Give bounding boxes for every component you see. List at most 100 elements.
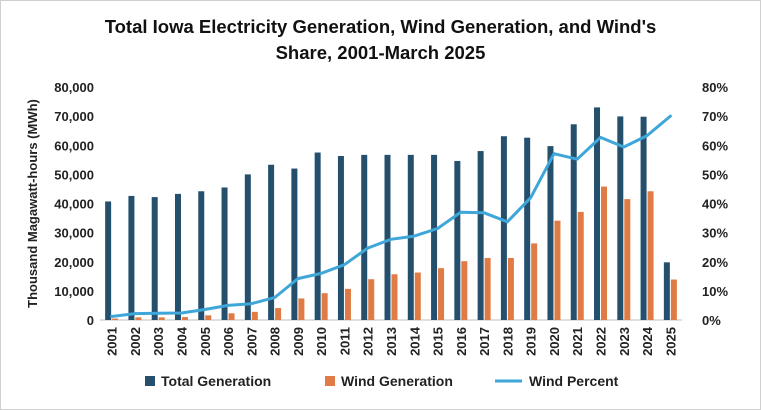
y2-tick-label: 40%	[702, 197, 728, 212]
bar-wind-generation	[368, 279, 375, 320]
x-tick-label: 2022	[594, 327, 609, 356]
bar-wind-generation	[344, 288, 351, 320]
bar-total-generation	[361, 154, 368, 320]
bar-total-generation	[244, 174, 251, 320]
x-tick-label: 2023	[617, 327, 632, 356]
bar-total-generation	[524, 137, 531, 320]
x-tick-label: 2003	[151, 327, 166, 356]
x-tick-label: 2019	[524, 327, 539, 356]
line-wind-percent	[110, 114, 672, 318]
y2-tick-label: 50%	[702, 167, 728, 182]
bar-total-generation	[431, 154, 438, 320]
bar-total-generation	[617, 116, 624, 320]
bar-total-generation	[337, 156, 344, 320]
bar-total-generation	[221, 187, 228, 320]
bar-total-generation	[128, 195, 135, 320]
y-tick-label: 20,000	[54, 255, 94, 270]
bar-wind-generation	[275, 308, 282, 320]
legend-label-wind-percent: Wind Percent	[529, 373, 619, 389]
y2-tick-label: 20%	[702, 255, 728, 270]
bar-total-generation	[314, 152, 321, 320]
x-tick-label: 2015	[431, 327, 446, 356]
x-tick-label: 2018	[500, 327, 515, 356]
bar-total-generation	[151, 197, 158, 320]
bar-wind-generation	[624, 199, 631, 320]
bar-wind-generation	[507, 257, 514, 320]
y-axis-title: Thousand Magawatt-hours (MWh)	[25, 99, 40, 308]
x-tick-label: 2008	[268, 327, 283, 356]
y2-tick-label: 30%	[702, 226, 728, 241]
bar-total-generation	[105, 201, 112, 320]
y2-tick-label: 10%	[702, 284, 728, 299]
y2-tick-label: 70%	[702, 109, 728, 124]
y-tick-label: 40,000	[54, 197, 94, 212]
x-tick-label: 2004	[174, 326, 189, 356]
bar-wind-generation	[670, 279, 677, 320]
x-tick-label: 2012	[361, 327, 376, 356]
legend-swatch-total-generation	[145, 376, 155, 386]
chart-title-line1: Total Iowa Electricity Generation, Wind …	[104, 16, 657, 37]
x-tick-label: 2017	[477, 327, 492, 356]
bar-wind-generation	[391, 274, 398, 320]
x-tick-label: 2001	[105, 327, 120, 356]
x-tick-label: 2011	[337, 327, 352, 355]
bar-wind-generation	[577, 211, 584, 320]
bar-wind-generation	[135, 317, 142, 320]
bar-wind-generation	[158, 317, 165, 320]
bar-wind-generation	[414, 272, 421, 320]
bar-total-generation	[570, 124, 577, 320]
y-tick-label: 70,000	[54, 109, 94, 124]
x-tick-label: 2021	[570, 327, 585, 356]
bar-wind-generation	[251, 311, 258, 320]
y2-tick-label: 60%	[702, 138, 728, 153]
x-tick-label: 2005	[198, 327, 213, 356]
bar-wind-generation	[554, 220, 561, 320]
x-tick-label: 2010	[314, 327, 329, 356]
bar-wind-generation	[298, 298, 305, 320]
bar-total-generation	[291, 168, 298, 320]
bar-total-generation	[547, 146, 554, 320]
legend-label-total-generation: Total Generation	[161, 373, 271, 389]
bar-wind-generation	[181, 317, 188, 320]
bar-wind-generation	[205, 315, 212, 320]
x-tick-label: 2016	[454, 327, 469, 356]
legend-swatch-wind-generation	[325, 376, 335, 386]
legend-label-wind-generation: Wind Generation	[341, 373, 453, 389]
bar-total-generation	[384, 154, 391, 320]
bar-total-generation	[477, 151, 484, 320]
bar-total-generation	[663, 262, 670, 320]
bar-wind-generation	[531, 243, 538, 320]
bar-wind-generation	[484, 257, 491, 320]
y2-tick-label: 0%	[702, 313, 721, 328]
y-tick-label: 50,000	[54, 167, 94, 182]
bar-total-generation	[198, 191, 205, 320]
x-tick-label: 2024	[640, 326, 655, 356]
x-tick-label: 2025	[663, 327, 678, 356]
x-tick-label: 2013	[384, 327, 399, 356]
bar-wind-generation	[647, 191, 654, 320]
y-tick-label: 30,000	[54, 226, 94, 241]
bar-total-generation	[594, 107, 601, 320]
x-tick-label: 2020	[547, 327, 562, 356]
bar-wind-generation	[601, 186, 608, 320]
bar-total-generation	[500, 136, 507, 320]
y-tick-label: 80,000	[54, 80, 94, 95]
bar-total-generation	[454, 160, 461, 320]
bar-wind-generation	[438, 268, 445, 320]
y2-tick-label: 80%	[702, 80, 728, 95]
chart-title-line2: Share, 2001-March 2025	[275, 42, 486, 63]
x-tick-label: 2014	[407, 326, 422, 356]
y-tick-label: 0	[87, 313, 94, 328]
bar-wind-generation	[228, 313, 235, 320]
bar-total-generation	[268, 164, 275, 320]
bar-total-generation	[640, 116, 647, 321]
bar-wind-generation	[112, 318, 119, 320]
x-tick-label: 2002	[128, 327, 143, 356]
bar-wind-generation	[461, 261, 468, 320]
y-tick-label: 60,000	[54, 138, 94, 153]
bar-total-generation	[174, 193, 181, 320]
x-tick-label: 2009	[291, 327, 306, 356]
x-tick-label: 2007	[244, 327, 259, 356]
